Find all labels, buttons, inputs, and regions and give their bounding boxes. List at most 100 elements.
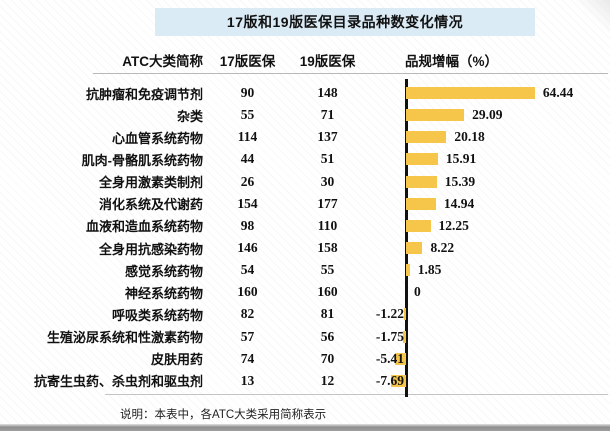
growth-value-label: 0 — [414, 284, 421, 300]
growth-value-label: -5.41 — [375, 350, 404, 366]
category-label: 杂类 — [176, 108, 203, 124]
zero-axis-line — [405, 79, 408, 397]
category-label: 全身用激素类制剂 — [98, 175, 203, 191]
v17-value: 44 — [240, 151, 255, 167]
page-corner-decoration — [576, 0, 610, 34]
v19-value: 56 — [320, 328, 335, 344]
v19-value: 110 — [317, 217, 338, 233]
v17-value: 160 — [237, 284, 258, 300]
table-row: 感觉系统药物 54 55 1.85 — [0, 259, 610, 281]
growth-value-label: 14.94 — [443, 195, 475, 211]
v17-value: 154 — [237, 195, 258, 211]
v19-value: 70 — [320, 350, 335, 366]
table-row: 神经系统药物 160 160 0 — [0, 281, 610, 303]
v17-value: 114 — [237, 129, 258, 145]
category-label: 抗肿瘤和免疫调节剂 — [85, 86, 203, 102]
v17-value: 90 — [240, 85, 255, 101]
table-row: 心血管系统药物 114 137 20.18 — [0, 126, 610, 148]
growth-value-label: 64.44 — [542, 85, 574, 101]
category-label: 全身用抗感染药物 — [98, 241, 203, 257]
header-growth: 品规增幅（%） — [405, 54, 499, 69]
growth-bar — [406, 109, 465, 122]
growth-bar — [390, 374, 406, 387]
v17-value: 13 — [240, 372, 255, 388]
growth-value-label: 20.18 — [454, 129, 485, 145]
category-label: 消化系统及代谢药 — [98, 197, 203, 213]
growth-chart-cell: -7.69 — [365, 370, 610, 392]
growth-chart-cell: -1.22 — [365, 303, 610, 325]
v19-value: 158 — [317, 240, 338, 256]
growth-value-label: -7.69 — [375, 372, 404, 388]
category-label: 皮肤用药 — [150, 352, 203, 368]
growth-chart-cell: 0 — [365, 281, 610, 303]
bottom-edge-bar — [0, 424, 610, 431]
v17-value: 54 — [240, 262, 255, 278]
growth-chart-cell: 20.18 — [365, 126, 610, 148]
table-row: 肌肉-骨骼肌系统药物 44 51 15.91 — [0, 148, 610, 170]
table-row: 全身用激素类制剂 26 30 15.39 — [0, 171, 610, 193]
table-row: 血液和造血系统药物 98 110 12.25 — [0, 215, 610, 237]
v17-value: 98 — [240, 217, 255, 233]
growth-bar — [403, 308, 406, 321]
table-row: 全身用抗感染药物 146 158 8.22 — [0, 237, 610, 259]
growth-bar — [406, 131, 447, 144]
v19-value: 55 — [320, 262, 335, 278]
growth-chart-cell: 8.22 — [365, 237, 610, 259]
growth-bar — [406, 219, 431, 232]
growth-bar — [406, 87, 535, 100]
growth-bar — [406, 264, 410, 277]
growth-bar — [406, 242, 423, 255]
category-label: 心血管系统药物 — [111, 130, 203, 146]
category-label: 感觉系统药物 — [124, 263, 203, 279]
v17-value: 57 — [240, 328, 255, 344]
table-body: 抗肿瘤和免疫调节剂 90 148 64.44 杂类 55 71 29.09 心血… — [0, 82, 610, 392]
growth-bar — [395, 352, 406, 365]
table-row: 皮肤用药 74 70 -5.41 — [0, 348, 610, 370]
growth-chart-cell: -1.75 — [365, 326, 610, 348]
header-category: ATC大类简称 — [122, 54, 203, 69]
category-label: 肌肉-骨骼肌系统药物 — [81, 152, 203, 168]
growth-bar — [406, 153, 438, 166]
v19-value: 160 — [317, 284, 338, 300]
category-label: 神经系统药物 — [124, 285, 203, 301]
table-row: 消化系统及代谢药 154 177 14.94 — [0, 193, 610, 215]
v19-value: 177 — [317, 195, 338, 211]
v17-value: 26 — [240, 173, 255, 189]
chart-title: 17版和19版医保目录品种数变化情况 — [226, 14, 464, 30]
table-header-row: ATC大类简称 17版医保 19版医保 品规增幅（%） — [0, 50, 610, 70]
growth-value-label: 15.39 — [444, 173, 476, 189]
v17-value: 55 — [240, 107, 255, 123]
category-label: 生殖泌尿系统和性激素药物 — [46, 330, 203, 346]
growth-value-label: -1.22 — [375, 306, 404, 322]
growth-value-label: -1.75 — [375, 328, 404, 344]
v17-value: 146 — [237, 240, 258, 256]
table-row: 呼吸类系统药物 82 81 -1.22 — [0, 303, 610, 325]
v19-value: 71 — [320, 107, 335, 123]
growth-chart-cell: 15.39 — [365, 171, 610, 193]
growth-bar — [406, 175, 437, 188]
growth-bar — [402, 330, 406, 343]
v19-value: 51 — [320, 151, 335, 167]
header-v19: 19版医保 — [299, 54, 356, 69]
v19-value: 30 — [320, 173, 335, 189]
header-divider-line — [93, 73, 608, 74]
growth-value-label: 8.22 — [430, 240, 455, 256]
growth-chart-cell: 29.09 — [365, 104, 610, 126]
footnote: 说明：本表中，各ATC大类采用简称表示 — [120, 409, 327, 421]
growth-chart-cell: -5.41 — [365, 348, 610, 370]
table-row: 生殖泌尿系统和性激素药物 57 56 -1.75 — [0, 326, 610, 348]
v19-value: 137 — [317, 129, 338, 145]
growth-chart-cell: 15.91 — [365, 148, 610, 170]
growth-chart-cell: 12.25 — [365, 215, 610, 237]
growth-bar — [406, 197, 436, 210]
growth-value-label: 29.09 — [472, 107, 503, 123]
growth-value-label: 12.25 — [438, 217, 469, 233]
category-label: 血液和造血系统药物 — [85, 219, 203, 235]
growth-value-label: 1.85 — [417, 262, 442, 278]
table-row: 杂类 55 71 29.09 — [0, 104, 610, 126]
header-v17: 17版医保 — [219, 54, 276, 69]
category-label: 呼吸类系统药物 — [111, 307, 203, 323]
category-label: 抗寄生虫药、杀虫剂和驱虫剂 — [33, 374, 203, 390]
growth-chart-cell: 1.85 — [365, 259, 610, 281]
